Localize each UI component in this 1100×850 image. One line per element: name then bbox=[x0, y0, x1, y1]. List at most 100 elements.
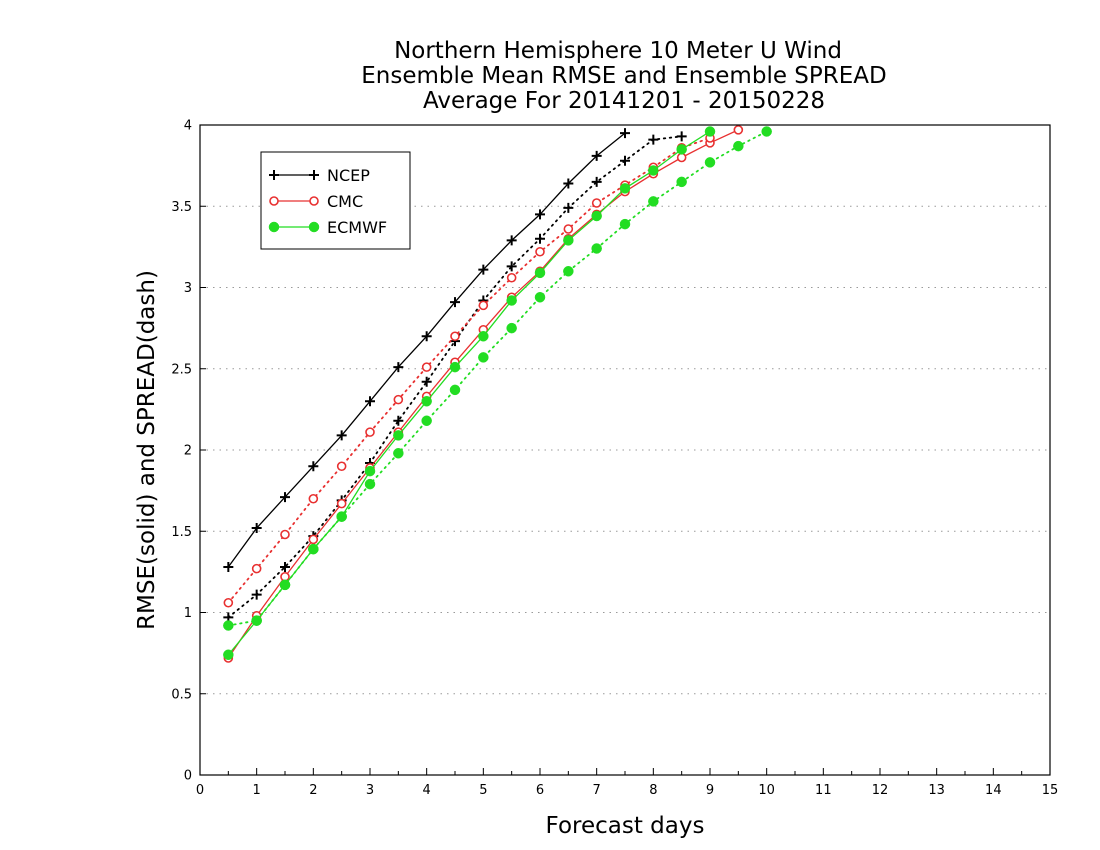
data-point bbox=[223, 597, 234, 608]
data-point bbox=[506, 235, 517, 246]
x-tick-label: 8 bbox=[649, 783, 657, 798]
x-tick-label: 1 bbox=[253, 783, 261, 798]
data-point bbox=[478, 352, 489, 363]
y-tick-label: 1 bbox=[184, 606, 192, 621]
data-point bbox=[506, 272, 517, 283]
data-point bbox=[421, 331, 432, 342]
data-point bbox=[223, 562, 234, 572]
data-point bbox=[421, 362, 432, 372]
data-point bbox=[619, 183, 631, 194]
legend-marker bbox=[309, 196, 319, 206]
data-point bbox=[450, 297, 460, 308]
data-point bbox=[421, 415, 432, 426]
y-tick-label: 4 bbox=[184, 119, 192, 134]
data-point bbox=[308, 543, 319, 555]
legend-marker bbox=[309, 170, 319, 180]
data-point bbox=[450, 331, 460, 342]
chart-title-line-2: Ensemble Mean RMSE and Ensemble SPREAD bbox=[361, 63, 886, 89]
x-tick-label: 10 bbox=[758, 783, 775, 798]
data-point bbox=[591, 150, 602, 161]
y-axis: 0 0.5 1 1.5 2 2.5 3 3.5 4 bbox=[171, 119, 206, 784]
y-tick-label: 1.5 bbox=[171, 525, 192, 540]
data-point bbox=[733, 125, 744, 135]
data-point bbox=[648, 165, 659, 176]
data-point bbox=[506, 322, 517, 334]
data-point bbox=[591, 210, 602, 222]
y-tick-label: 0 bbox=[184, 769, 192, 784]
data-point bbox=[280, 571, 290, 582]
y-tick-label: 0.5 bbox=[171, 687, 192, 702]
chart-title-line-1: Northern Hemisphere 10 Meter U Wind bbox=[394, 38, 842, 64]
data-point bbox=[280, 492, 290, 503]
x-tick-label: 12 bbox=[872, 783, 889, 798]
series-cmc-spread bbox=[223, 133, 715, 608]
data-point bbox=[535, 209, 545, 220]
data-point bbox=[223, 649, 234, 660]
data-point bbox=[648, 134, 659, 145]
data-point bbox=[336, 430, 347, 441]
data-point bbox=[393, 430, 404, 441]
series-ncep-rmse bbox=[223, 128, 630, 572]
data-point bbox=[591, 176, 602, 187]
legend-item-ncep: NCEP bbox=[269, 166, 370, 185]
data-point bbox=[563, 178, 574, 189]
data-point bbox=[336, 511, 347, 522]
series-line bbox=[227, 130, 768, 627]
data-point bbox=[421, 376, 432, 387]
series-line bbox=[227, 135, 683, 619]
data-point bbox=[733, 140, 744, 152]
series-line bbox=[227, 137, 711, 604]
data-point bbox=[251, 589, 262, 600]
y-tick-label: 2 bbox=[184, 444, 192, 459]
x-tick-label: 0 bbox=[196, 783, 204, 798]
x-tick-label: 4 bbox=[423, 783, 431, 798]
data-point bbox=[591, 198, 602, 208]
legend-marker bbox=[268, 221, 280, 233]
y-tick-label: 3.5 bbox=[171, 200, 192, 215]
data-point bbox=[563, 202, 574, 213]
data-point bbox=[506, 295, 517, 306]
data-point bbox=[620, 155, 630, 166]
data-point bbox=[280, 562, 290, 572]
data-point bbox=[563, 235, 574, 246]
data-point bbox=[393, 394, 404, 405]
x-tick-label: 13 bbox=[928, 783, 945, 798]
legend-label: CMC bbox=[327, 192, 363, 211]
data-point bbox=[478, 300, 489, 311]
chart-title-line-3: Average For 20141201 - 20150228 bbox=[423, 88, 825, 114]
legend-marker bbox=[269, 196, 279, 206]
series-layer bbox=[223, 125, 772, 663]
data-point bbox=[506, 261, 517, 272]
x-tick-label: 6 bbox=[536, 783, 544, 798]
data-point bbox=[648, 196, 659, 207]
data-point bbox=[449, 361, 461, 373]
data-point bbox=[449, 384, 461, 396]
data-point bbox=[308, 461, 319, 472]
data-point bbox=[704, 126, 716, 137]
data-point bbox=[563, 224, 574, 234]
data-point bbox=[393, 448, 404, 459]
data-point bbox=[619, 218, 631, 230]
y-axis-label: RMSE(solid) and SPREAD(dash) bbox=[134, 270, 160, 630]
legend-label: ECMWF bbox=[327, 218, 387, 237]
data-point bbox=[591, 243, 602, 254]
x-tick-label: 14 bbox=[985, 783, 1002, 798]
data-point bbox=[365, 427, 375, 437]
data-point bbox=[534, 267, 546, 279]
y-tick-label: 2.5 bbox=[171, 362, 192, 377]
x-tick-label: 7 bbox=[593, 783, 601, 798]
data-point bbox=[336, 498, 347, 509]
legend-label: NCEP bbox=[327, 166, 370, 185]
data-point bbox=[563, 266, 574, 277]
data-point bbox=[336, 461, 347, 472]
data-point bbox=[534, 292, 546, 303]
x-tick-label: 11 bbox=[815, 783, 832, 798]
x-tick-label: 15 bbox=[1042, 783, 1059, 798]
data-point bbox=[365, 396, 375, 407]
data-point bbox=[393, 415, 404, 426]
data-point bbox=[676, 131, 687, 142]
data-point bbox=[478, 331, 489, 342]
y-tick-label: 3 bbox=[184, 281, 192, 296]
data-point bbox=[364, 478, 376, 490]
